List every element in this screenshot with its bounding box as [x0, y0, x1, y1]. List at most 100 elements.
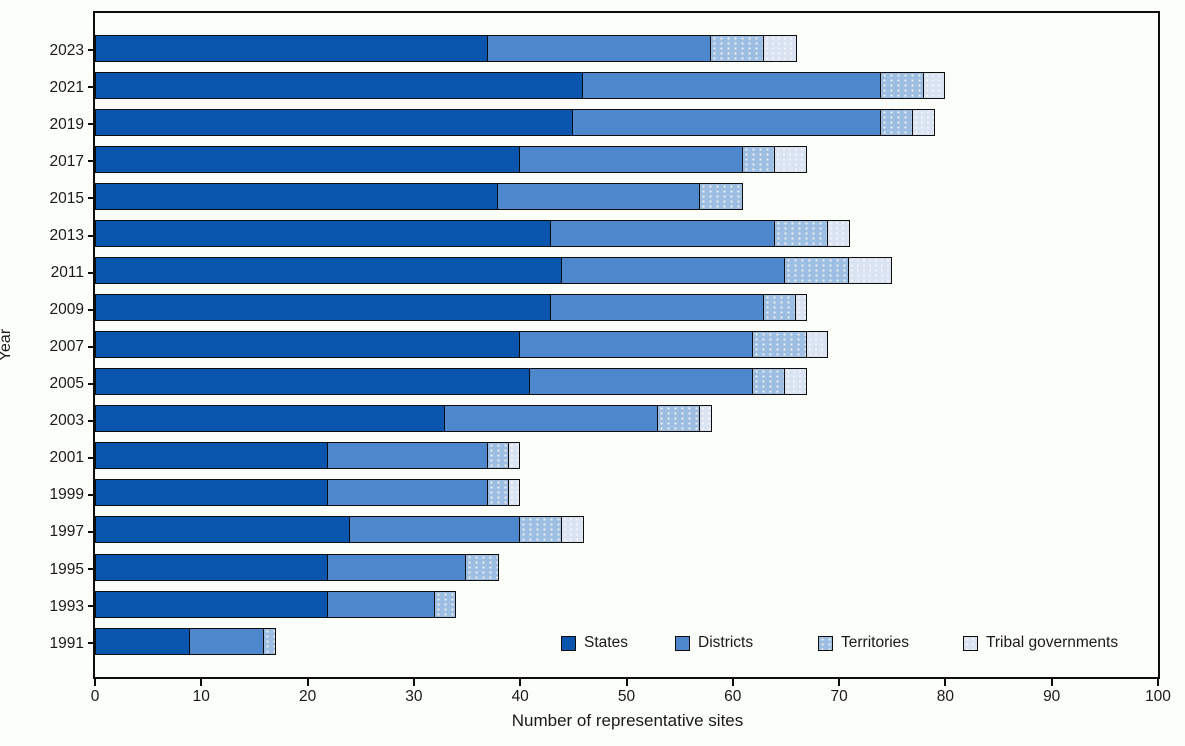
bar-segment-tribal-governments [922, 71, 946, 99]
bar-segment-states [95, 479, 329, 507]
bar-row-2021 [95, 71, 1158, 99]
bar-segment-territories [699, 182, 744, 210]
bar-segment-tribal-governments [773, 145, 808, 173]
bar-segment-territories [486, 442, 510, 470]
y-tick-label: 2003 [49, 412, 84, 430]
bar-segment-territories [709, 34, 765, 62]
bar-segment-states [95, 627, 191, 655]
y-tick-mark [88, 234, 95, 237]
bar-row-2017 [95, 145, 1158, 173]
x-tick-label: 40 [511, 688, 529, 705]
bar-segment-states [95, 442, 329, 470]
bar-segment-states [95, 145, 521, 173]
bar-segment-districts [571, 108, 882, 136]
bar-segment-states [95, 294, 553, 322]
y-tick-label: 1997 [49, 523, 84, 541]
bar-row-2015 [95, 182, 1158, 210]
bar-segment-territories [880, 108, 914, 136]
x-tick-label: 90 [1043, 688, 1061, 705]
bar-row-2005 [95, 368, 1158, 396]
bar-segment-states [95, 516, 351, 544]
y-tick-mark [88, 197, 95, 200]
plot-area: States Districts Territories Tribal governm… [93, 11, 1160, 679]
bar-row-2009 [95, 294, 1158, 322]
y-axis-title: Year [0, 328, 14, 362]
bar-segment-states [95, 590, 329, 618]
y-tick-label: 2009 [49, 301, 84, 319]
bar-row-2023 [95, 34, 1158, 62]
x-tick-mark [200, 679, 203, 686]
y-tick-label: 2005 [49, 375, 84, 393]
bar-segment-districts [444, 405, 659, 433]
x-tick-mark [625, 679, 628, 686]
bar-segment-districts [327, 442, 489, 470]
bar-segment-territories [486, 479, 510, 507]
bar-segment-tribal-governments [848, 257, 893, 285]
y-tick-mark [88, 160, 95, 163]
bar-row-1991 [95, 627, 1158, 655]
bar-segment-states [95, 108, 574, 136]
bar-segment-states [95, 71, 584, 99]
y-tick-mark [88, 530, 95, 533]
bar-segment-districts [561, 257, 786, 285]
bar-segment-territories [784, 257, 850, 285]
bar-segment-districts [518, 145, 744, 173]
y-tick-mark [88, 456, 95, 459]
bar-row-2003 [95, 405, 1158, 433]
x-tick-label: 100 [1145, 688, 1171, 705]
x-tick-label: 10 [192, 688, 210, 705]
bar-segment-states [95, 405, 446, 433]
bar-segment-tribal-governments [561, 516, 584, 544]
bar-segment-districts [327, 553, 468, 581]
x-tick-mark [306, 679, 309, 686]
bar-segment-territories [263, 627, 276, 655]
y-tick-label: 1995 [49, 560, 84, 578]
bar-segment-territories [656, 405, 701, 433]
bar-segment-territories [763, 294, 797, 322]
bar-row-2013 [95, 220, 1158, 247]
x-tick-mark [1157, 679, 1159, 686]
bar-row-2011 [95, 257, 1158, 285]
bar-segment-territories [752, 368, 786, 396]
bar-segment-tribal-governments [826, 220, 850, 247]
y-tick-label: 2011 [50, 264, 84, 282]
x-tick-mark [838, 679, 841, 686]
y-tick-label: 2017 [49, 152, 84, 170]
y-tick-mark [88, 493, 95, 496]
x-tick-mark [1050, 679, 1053, 686]
x-tick-mark [519, 679, 522, 686]
bar-segment-tribal-governments [911, 108, 935, 136]
bar-segment-districts [189, 627, 266, 655]
bar-segment-districts [550, 220, 776, 247]
x-tick-mark [944, 679, 947, 686]
bar-segment-states [95, 368, 531, 396]
y-tick-mark [88, 271, 95, 274]
bar-row-1999 [95, 479, 1158, 507]
bar-row-2007 [95, 331, 1158, 359]
y-tick-mark [88, 605, 95, 608]
y-tick-label: 2015 [49, 189, 84, 207]
bar-segment-states [95, 257, 563, 285]
y-tick-mark [88, 123, 95, 126]
y-tick-label: 2019 [49, 115, 84, 133]
bar-segment-districts [327, 479, 489, 507]
bar-segment-tribal-governments [794, 294, 808, 322]
bar-segment-territories [752, 331, 808, 359]
y-tick-mark [88, 308, 95, 311]
y-tick-label: 2023 [49, 41, 84, 59]
bar-segment-tribal-governments [805, 331, 829, 359]
x-tick-mark [731, 679, 734, 686]
x-tick-label: 20 [298, 688, 317, 705]
bar-row-1997 [95, 516, 1158, 544]
x-tick-label: 80 [936, 688, 955, 705]
bar-segment-districts [497, 182, 701, 210]
bar-segment-states [95, 331, 521, 359]
x-tick-label: 70 [830, 688, 848, 705]
x-tick-mark [94, 679, 96, 686]
y-tick-label: 2007 [49, 338, 84, 356]
bar-segment-tribal-governments [699, 405, 712, 433]
bar-segment-states [95, 34, 489, 62]
y-tick-label: 1993 [49, 597, 84, 615]
bar-segment-districts [550, 294, 765, 322]
